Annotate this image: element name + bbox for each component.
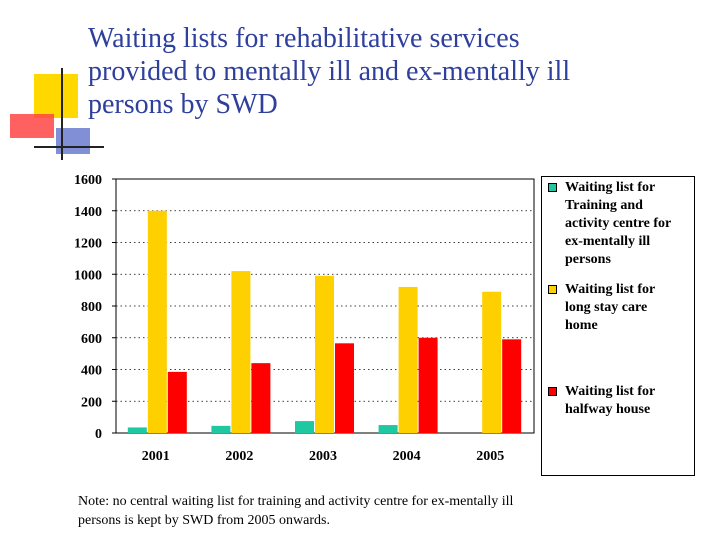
bar-2003-series-0: [295, 421, 314, 433]
legend-training-line-2: Training and: [565, 198, 643, 213]
deco-yellow-square: [34, 74, 78, 118]
bar-2001-series-0: [127, 427, 147, 433]
legend-halfway-line-1: Waiting list for: [565, 384, 656, 399]
chart-plot-svg: 0 200 400 600 800 1000 1200 1400 1600 2001 2002 200…: [74, 173, 535, 464]
footnote-line-2: persons is kept by SWD from 2005 onwards…: [78, 513, 330, 528]
y-tick-label: 1000: [74, 268, 102, 283]
legend-training-line-4: ex-mentally ill: [565, 234, 651, 249]
legend-long-stay-line-3: home: [565, 318, 598, 333]
bar-2002-series-0: [211, 425, 231, 433]
legend-training-line-3: activity centre for: [565, 216, 672, 231]
y-tick-label: 600: [81, 332, 102, 347]
y-tick-label: 200: [81, 395, 102, 410]
y-tick-label: 400: [81, 364, 102, 379]
x-tick-label: 2004: [393, 449, 421, 464]
bar-2002-series-2: [251, 363, 271, 433]
legend-item-long-stay: Waiting list for long stay care home: [548, 281, 693, 335]
title-line-2: provided to mentally ill and ex-mentally…: [88, 56, 571, 87]
bar-2003-series-1: [315, 275, 334, 433]
slide-title: Waiting lists for rehabilitative service…: [88, 22, 708, 121]
bar-2004-series-2: [418, 337, 438, 433]
bar-2004-series-1: [398, 286, 418, 433]
legend-item-halfway: Waiting list for halfway house: [548, 383, 693, 419]
legend-label-long-stay: Waiting list for long stay care home: [565, 281, 693, 335]
legend-long-stay-line-2: long stay care: [565, 300, 648, 315]
y-tick-label: 1600: [74, 173, 102, 188]
legend-halfway-line-2: halfway house: [565, 402, 651, 417]
deco-red-square: [10, 114, 54, 138]
bar-2005-series-1: [482, 291, 502, 433]
legend-long-stay-line-1: Waiting list for: [565, 282, 656, 297]
y-tick-label: 0: [95, 427, 102, 442]
x-tick-label: 2001: [142, 449, 170, 464]
legend-label-halfway: Waiting list for halfway house: [565, 383, 693, 419]
deco-horizontal-line: [34, 146, 104, 148]
bar-2001-series-2: [167, 371, 187, 433]
legend-label-training: Waiting list for Training and activity c…: [565, 179, 693, 269]
footnote-line-1: Note: no central waiting list for traini…: [78, 494, 514, 509]
bar-2004-series-0: [378, 425, 398, 433]
title-line-3: persons by SWD: [88, 89, 278, 120]
bar-chart: 0 200 400 600 800 1000 1200 1400 1600 2001 2002 200…: [62, 166, 696, 476]
y-tick-label: 1200: [74, 237, 102, 252]
x-tick-label: 2005: [476, 449, 504, 464]
y-tick-label: 800: [81, 300, 102, 315]
legend-swatch-halfway: [548, 387, 557, 396]
bar-2003-series-2: [335, 343, 354, 433]
legend-swatch-long-stay: [548, 285, 557, 294]
bar-2005-series-2: [502, 339, 522, 433]
deco-vertical-line: [61, 68, 63, 160]
footnote: Note: no central waiting list for traini…: [78, 492, 658, 530]
legend-training-line-1: Waiting list for: [565, 180, 656, 195]
x-tick-label: 2003: [309, 449, 337, 464]
legend-item-training: Waiting list for Training and activity c…: [548, 179, 693, 269]
x-tick-label: 2002: [225, 449, 253, 464]
chart-legend: Waiting list for Training and activity c…: [541, 176, 695, 476]
title-line-1: Waiting lists for rehabilitative service…: [88, 23, 520, 54]
legend-swatch-training: [548, 183, 557, 192]
bar-2002-series-1: [231, 271, 251, 433]
y-tick-label: 1400: [74, 205, 102, 220]
legend-training-line-5: persons: [565, 252, 611, 267]
bar-2001-series-1: [147, 210, 167, 433]
